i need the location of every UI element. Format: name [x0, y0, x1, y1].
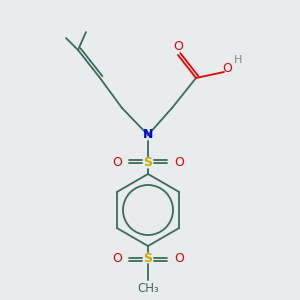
Text: S: S	[143, 157, 152, 169]
Text: N: N	[143, 128, 153, 142]
Text: O: O	[174, 251, 184, 265]
Text: O: O	[222, 61, 232, 74]
Text: O: O	[112, 157, 122, 169]
Text: O: O	[173, 40, 183, 53]
Text: S: S	[143, 251, 152, 265]
Text: CH₃: CH₃	[137, 281, 159, 295]
Text: O: O	[112, 251, 122, 265]
Text: O: O	[174, 157, 184, 169]
Text: H: H	[234, 55, 242, 65]
